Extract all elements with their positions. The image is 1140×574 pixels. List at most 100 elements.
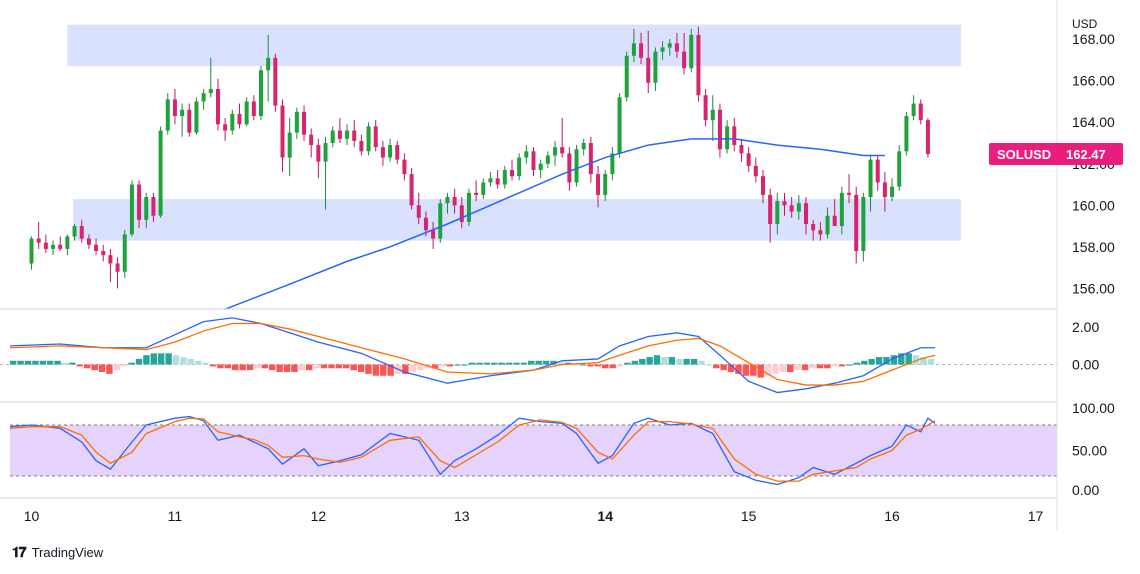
bearish-candle [696,35,701,96]
symbol-label: SOLUSD [997,147,1051,162]
bearish-candle [36,238,41,243]
axes: USD [0,0,1098,530]
bearish-candle [151,197,156,216]
macd-histogram-bar [402,364,409,374]
last-price-label: 162.47 [1066,147,1106,162]
macd-histogram-bar [616,364,624,367]
bearish-candle [789,205,794,212]
bullish-candle [725,126,730,150]
price-tick-label: 158.00 [1072,239,1115,255]
macd-histogram-bar [54,360,61,365]
branding-label: TradingView [31,545,104,560]
bullish-candle [266,57,271,71]
macd-histogram-bar [772,364,779,374]
bullish-candle [51,244,56,249]
bullish-candle [710,109,715,121]
bullish-candle [201,93,206,102]
macd-histogram-bar [39,360,47,365]
macd-histogram-bar [350,364,357,371]
bearish-candle [732,126,737,146]
macd-histogram-bar [306,364,313,371]
macd-histogram-bar [661,357,668,365]
macd-histogram-bar [269,364,276,371]
macd-histogram-bar [838,364,846,367]
macd-histogram-bar [76,364,84,367]
macd-histogram-bar [150,353,158,365]
bearish-candle [854,194,859,251]
bearish-candle [187,109,192,133]
bearish-candle [309,134,314,146]
bullish-candle [825,215,830,235]
moving-average-path [224,138,885,310]
bearish-candle [875,159,880,183]
bearish-candle [459,205,464,222]
macd-histogram-bar [735,364,742,374]
macd-histogram-bar [195,360,202,365]
bullish-candle [466,192,471,222]
macd-histogram-bar [172,355,180,365]
macd-histogram-bar [846,364,853,366]
macd-histogram-bar [372,364,380,376]
bullish-candle [144,197,149,220]
macd-histogram-bar [868,358,875,365]
macd-histogram-bar [158,353,165,365]
macd-histogram-bar [239,364,246,371]
macd-histogram-bar [905,353,912,365]
last-price-badge[interactable]: SOLUSD 162.47 [989,143,1123,166]
macd-histogram-bar [61,362,69,365]
branding-footer[interactable]: 𝟏𝟕 TradingView [12,544,103,561]
macd-histogram-bar [202,362,209,365]
bearish-candle [639,43,644,58]
macd-histogram-bar [328,364,335,369]
bullish-candle [868,159,873,197]
macd-histogram-bar [187,358,195,365]
bearish-candle [818,230,823,235]
bearish-candle [474,192,479,195]
bullish-candle [631,43,636,56]
stochastic-tick-label: 0.00 [1072,482,1099,498]
tradingview-logo-icon: 𝟏𝟕 [12,544,27,560]
macd-histogram-bar [587,364,594,367]
macd-histogram-bar [927,358,935,365]
time-tick-label: 10 [24,508,40,524]
bearish-candle [409,174,414,206]
bullish-candle [65,236,70,249]
bearish-candle [811,224,816,231]
macd-histogram-bar [624,362,631,365]
bullish-candle [839,192,844,227]
stochastic-panel [9,415,1057,486]
bullish-candle [323,143,328,162]
bullish-candle [208,89,213,94]
bearish-candle [352,130,357,141]
bearish-candle [717,109,722,150]
bearish-candle [452,197,457,206]
bearish-candle [832,215,837,227]
currency-label: USD [1072,17,1098,31]
macd-histogram-bar [579,364,587,366]
bullish-candle [388,145,393,158]
bullish-candle [796,203,801,212]
price-tick-label: 168.00 [1072,31,1115,47]
price-tick-label: 160.00 [1072,197,1115,213]
bearish-candle [215,89,220,125]
bullish-candle [502,170,507,185]
bearish-candle [925,120,930,155]
macd-histogram-bar [683,358,690,365]
macd-histogram-bar [417,364,424,371]
stochastic-band [10,425,1057,476]
stochastic-k-line [9,415,936,486]
macd-histogram-bar [113,364,121,371]
macd-histogram-bar [698,360,705,365]
macd-histogram-bar [91,364,98,371]
macd-histogram-bar [343,364,350,369]
macd-histogram-bar [853,362,861,365]
macd-histogram-bar [713,364,720,369]
bullish-candle [366,126,371,152]
macd-histogram-bar [505,362,513,365]
bearish-candle [509,170,514,177]
bullish-candle [524,151,529,158]
macd-histogram-bar [135,358,143,365]
macd-histogram-bar [335,364,343,369]
macd-histogram-bar [594,364,602,367]
